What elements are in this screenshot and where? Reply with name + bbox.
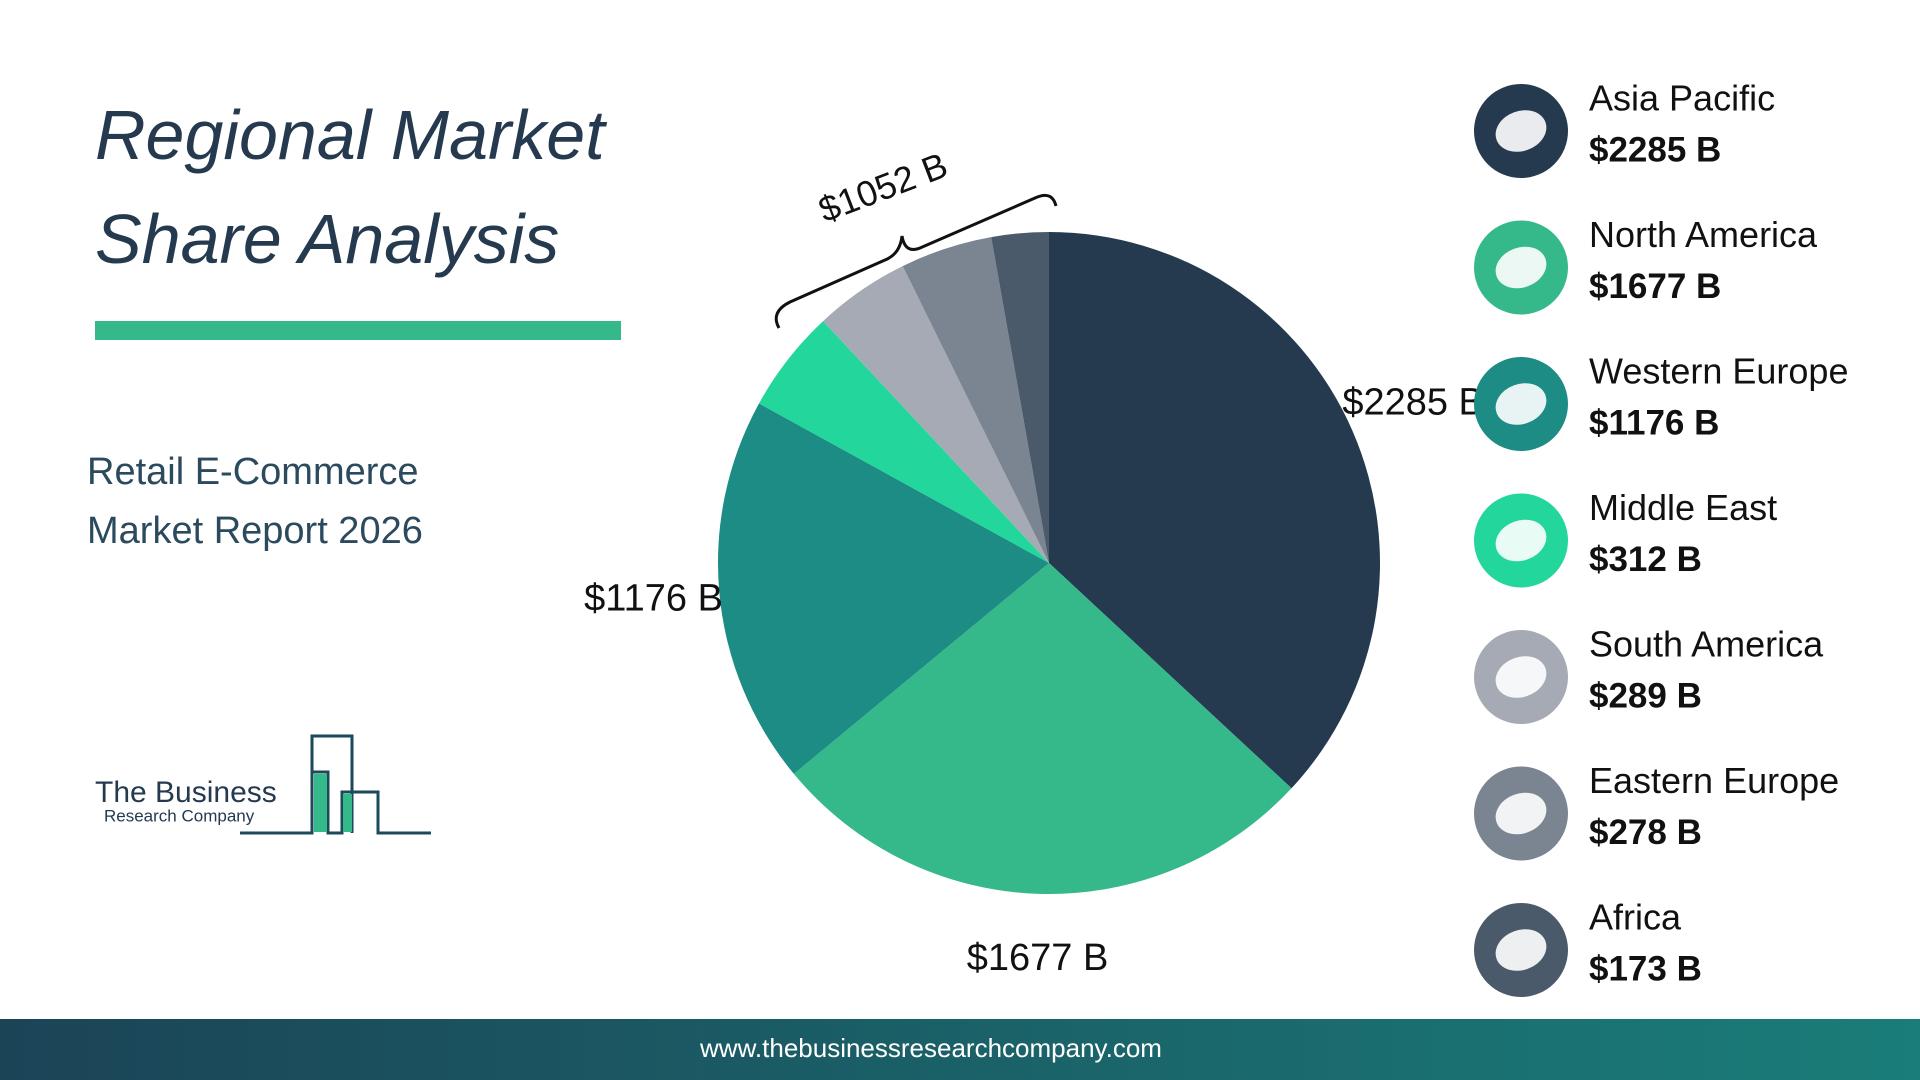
legend-value: $312 B xyxy=(1589,540,1702,579)
legend-icon-map xyxy=(1495,110,1547,152)
logo-line1: The Business xyxy=(95,776,277,809)
legend-icon-map xyxy=(1495,383,1547,425)
legend-value: $278 B xyxy=(1589,813,1702,852)
legend-label: Africa xyxy=(1589,897,1682,938)
slice-label: $1677 B xyxy=(967,937,1109,979)
legend-value: $173 B xyxy=(1589,949,1702,988)
logo-line2: Research Company xyxy=(104,806,255,825)
legend-label: North America xyxy=(1589,214,1818,255)
logo-bar xyxy=(314,774,327,832)
legend-value: $2285 B xyxy=(1589,130,1721,169)
legend-label: South America xyxy=(1589,624,1824,665)
slice-label: $1176 B xyxy=(584,577,723,619)
legend-label: Middle East xyxy=(1589,487,1777,528)
pie-slice xyxy=(793,563,1292,894)
logo-bar xyxy=(343,794,352,832)
group-annotation: $1052 B xyxy=(813,144,953,230)
logo-graphic xyxy=(240,734,431,835)
legend-value: $1176 B xyxy=(1589,403,1719,442)
footer-bar xyxy=(0,1019,1920,1080)
chart-title: Regional Market Share Analysis xyxy=(95,96,607,278)
legend-label: Asia Pacific xyxy=(1589,78,1775,119)
slice-label: $2285 B xyxy=(1342,381,1484,423)
pie-slice xyxy=(823,266,1049,563)
pie-slice xyxy=(1049,232,1381,789)
pie: $2285 B $1677 B $1176 B xyxy=(584,232,1484,979)
legend-label: Eastern Europe xyxy=(1589,760,1839,801)
pie-slice xyxy=(991,232,1049,563)
title-underline xyxy=(95,321,621,340)
legend: Asia Pacific $2285 B North America $1677 B W… xyxy=(1474,78,1848,997)
logo: The Business Research Company xyxy=(95,734,431,835)
legend-icon-map xyxy=(1495,656,1547,698)
legend-icon-map xyxy=(1495,246,1547,289)
legend-value: $1677 B xyxy=(1589,267,1721,306)
legend-icon-map xyxy=(1495,519,1547,562)
footer-url: www.thebusinessresearchcompany.com xyxy=(699,1033,1162,1063)
pie-slice xyxy=(902,237,1049,564)
chart-subtitle: Retail E-Commerce Market Report 2026 xyxy=(87,451,423,552)
pie-slice xyxy=(758,321,1049,563)
pie-slice xyxy=(718,403,1049,774)
legend-icon-map xyxy=(1495,929,1547,971)
group-bracket xyxy=(774,193,1058,329)
legend-icon-map xyxy=(1495,792,1547,835)
legend-label: Western Europe xyxy=(1589,351,1848,392)
legend-value: $289 B xyxy=(1589,676,1702,715)
